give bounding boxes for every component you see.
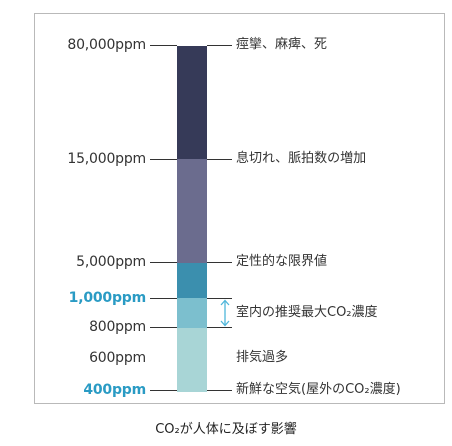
tick-400-right	[207, 390, 232, 391]
level-label-15000: 15,000ppm	[67, 151, 146, 167]
bar-segment-breathless	[177, 159, 207, 263]
bar-segment-fresh	[177, 328, 207, 392]
tick-5000	[150, 262, 177, 263]
tick-800	[150, 327, 177, 328]
level-label-80000: 80,000ppm	[67, 37, 146, 53]
diagram-frame	[34, 13, 445, 404]
effect-label-600: 排気過多	[236, 350, 289, 365]
level-label-600: 600ppm	[89, 350, 146, 366]
bar-segment-recommended	[177, 298, 207, 328]
range-note: 室内の推奨最大CO₂濃度	[236, 305, 378, 320]
tick-1000	[150, 298, 177, 299]
tick-5000-right	[207, 262, 232, 263]
tick-15000	[150, 159, 177, 160]
tick-15000-right	[207, 159, 232, 160]
tick-400	[150, 390, 177, 391]
tick-80000-right	[207, 45, 232, 46]
effect-label-400: 新鮮な空気(屋外のCO₂濃度)	[236, 382, 401, 397]
tick-800-right	[207, 327, 232, 328]
effect-label-5000: 定性的な限界値	[236, 254, 328, 269]
level-label-800: 800ppm	[89, 319, 146, 335]
level-label-400: 400ppm	[83, 382, 146, 398]
range-arrow-icon	[220, 299, 230, 327]
figure-caption: CO₂が人体に及ぼす影響	[155, 422, 297, 437]
effect-label-80000: 痙攣、麻痺、死	[236, 37, 328, 52]
effect-label-15000: 息切れ、脈拍数の増加	[236, 151, 367, 166]
bar-segment-lethal	[177, 46, 207, 159]
tick-1000-right	[207, 298, 232, 299]
level-label-1000: 1,000ppm	[68, 290, 147, 306]
bar-segment-limit	[177, 263, 207, 298]
level-label-5000: 5,000ppm	[76, 254, 146, 270]
tick-80000	[150, 45, 177, 46]
